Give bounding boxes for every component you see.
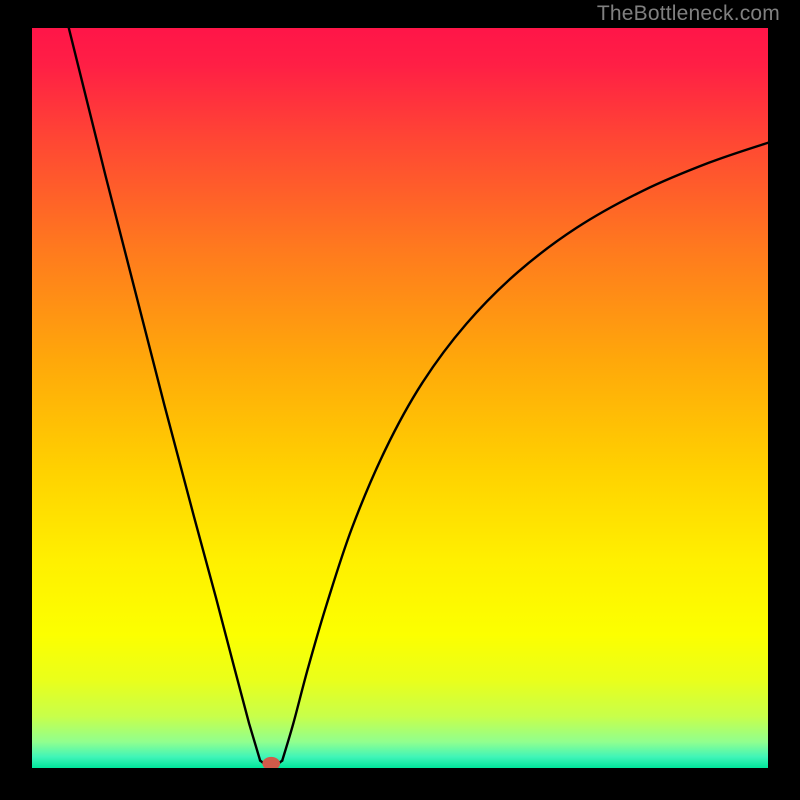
curve-left-branch bbox=[69, 28, 260, 761]
watermark-text: TheBottleneck.com bbox=[597, 2, 780, 26]
plot-area bbox=[32, 28, 768, 768]
curve-svg bbox=[32, 28, 768, 768]
curve-right-branch bbox=[282, 143, 768, 761]
bottleneck-marker bbox=[262, 757, 280, 768]
chart-frame: TheBottleneck.com bbox=[0, 0, 800, 800]
